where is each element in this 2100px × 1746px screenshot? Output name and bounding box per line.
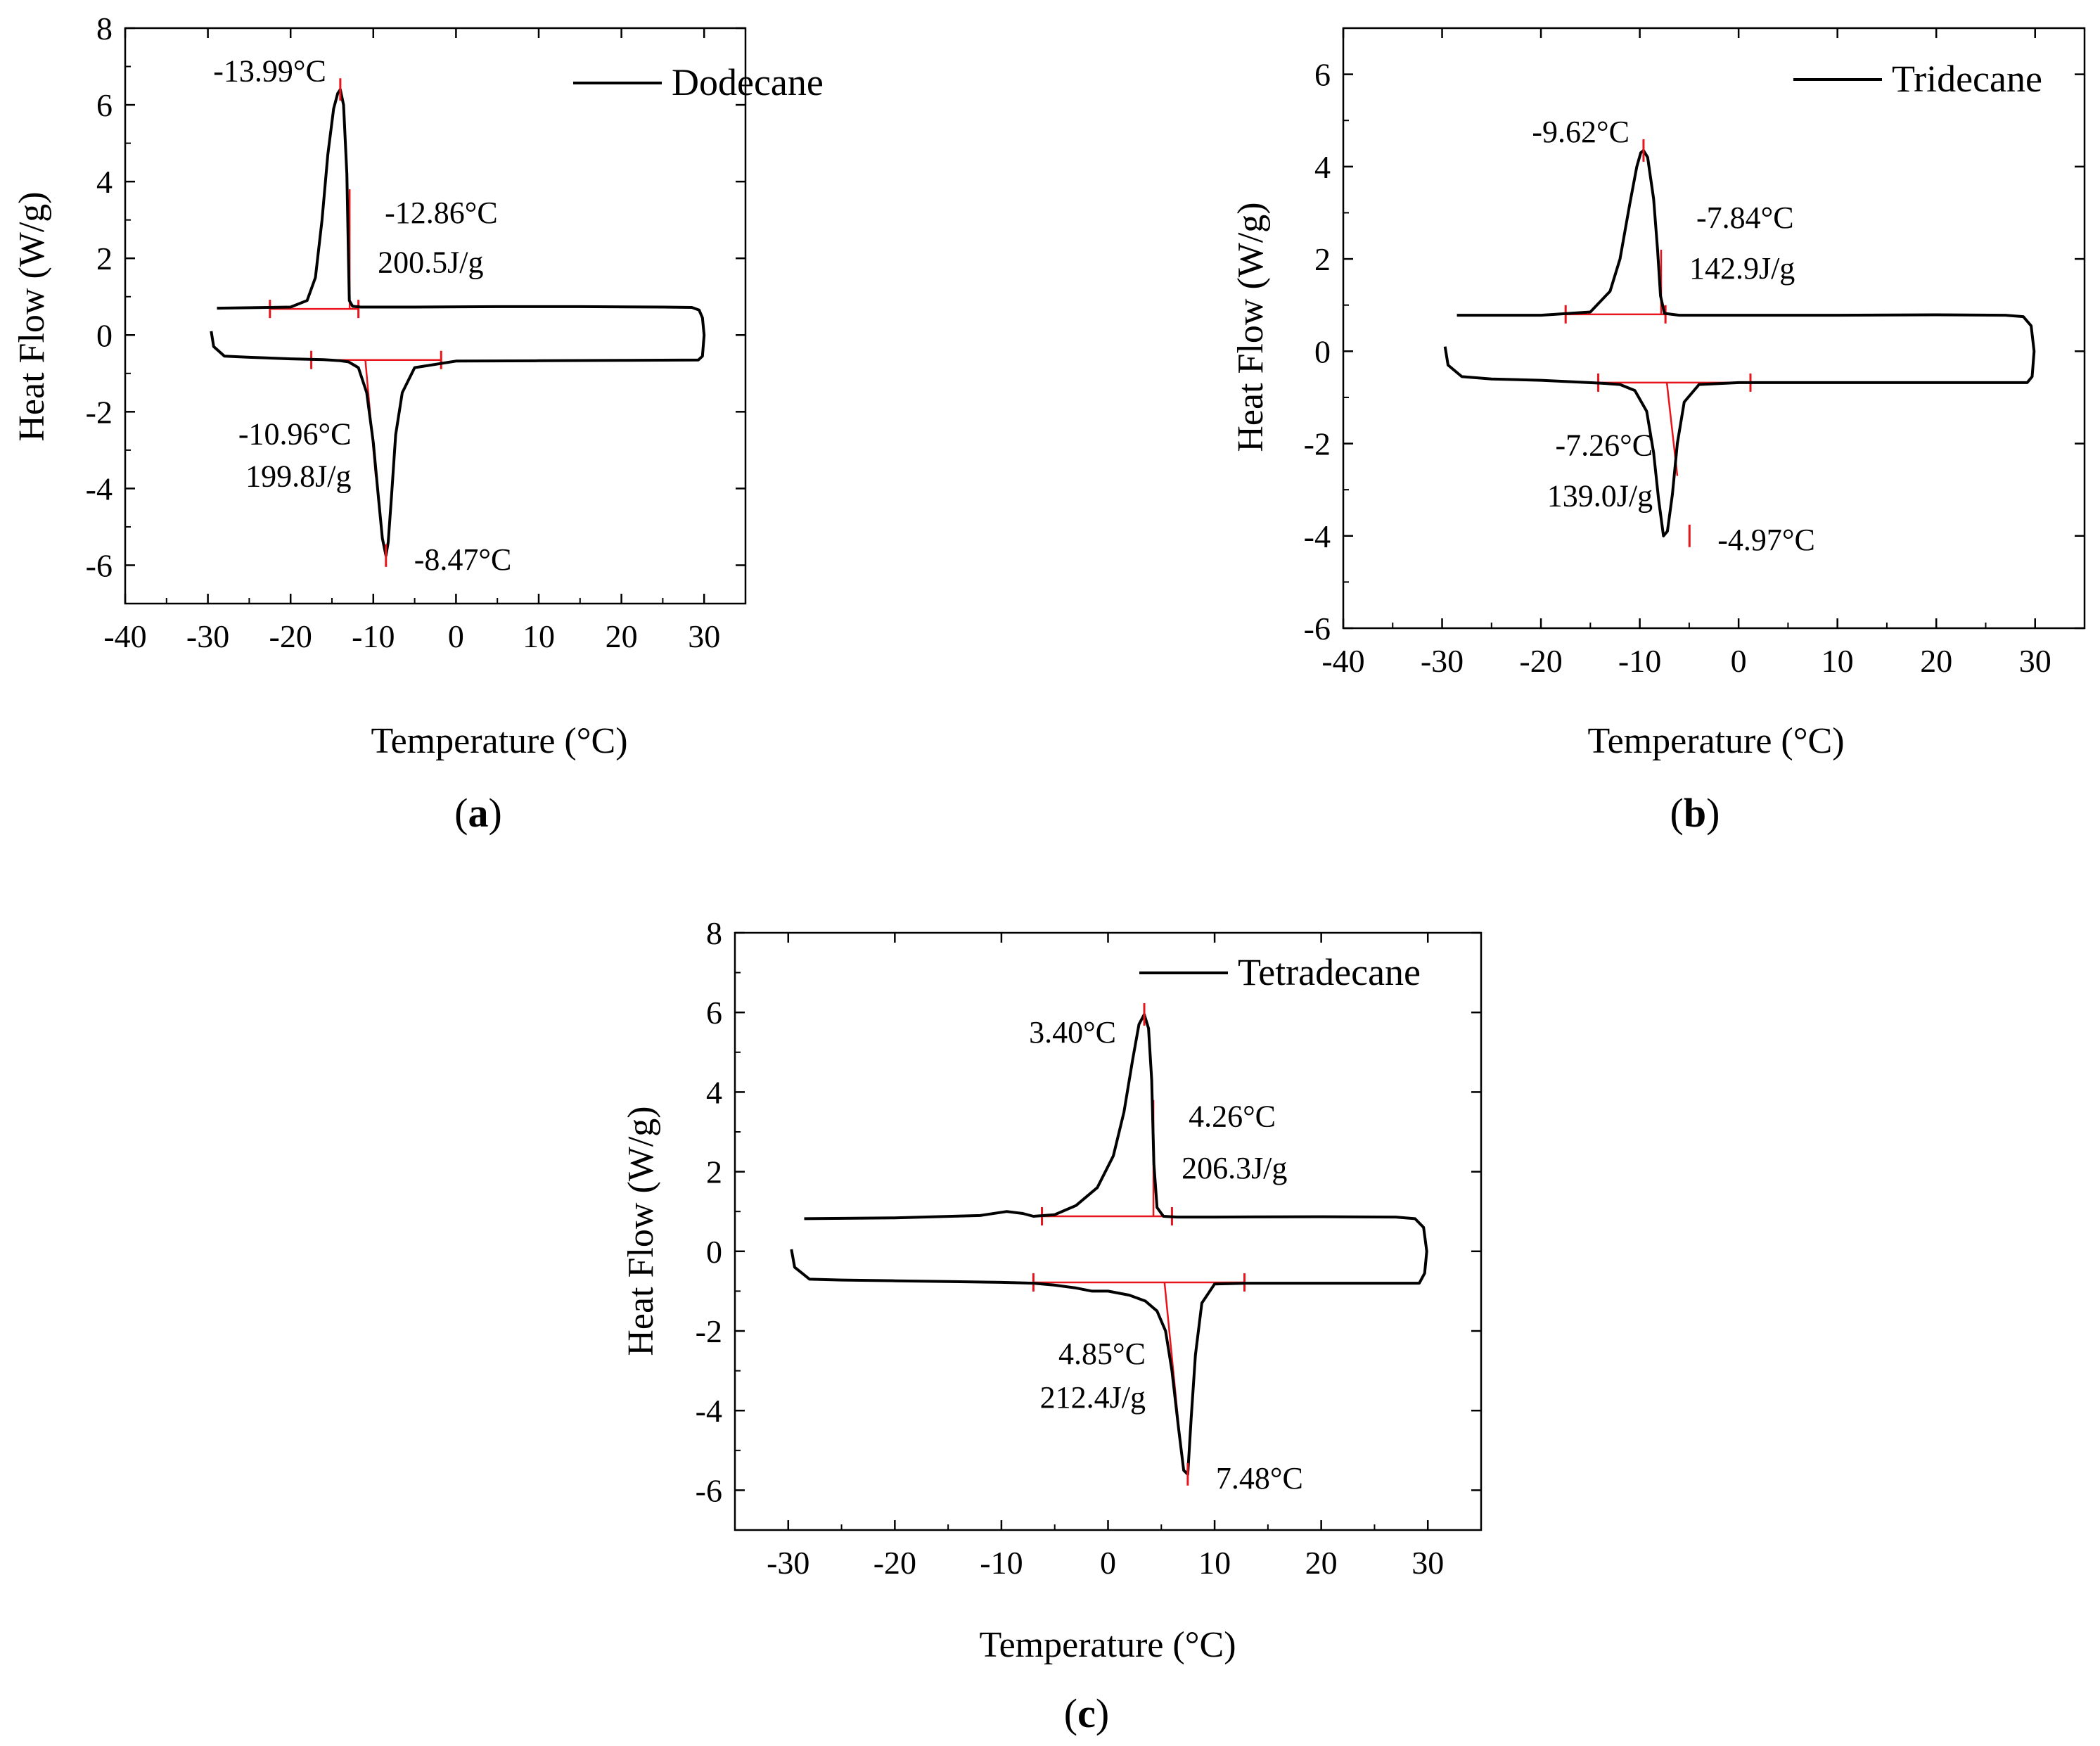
series-line-c-0: [790, 1013, 1428, 1476]
y-tick-label-b-1: -4: [1304, 518, 1331, 554]
annotation-a-4: 199.8J/g: [245, 459, 351, 494]
annotation-b-5: -4.97°C: [1717, 523, 1815, 557]
y-tick-label-a-3: 0: [96, 317, 113, 353]
annotation-b-1: -7.84°C: [1696, 200, 1794, 235]
y-tick-label-a-4: 2: [96, 241, 113, 276]
y-tick-label-b-3: 0: [1314, 333, 1331, 369]
panel-a: Temperature (°C) Heat Flow (W/g) (a) Dod…: [12, 11, 824, 836]
legend-label-dodecane: Dodecane: [672, 61, 824, 103]
legend-label-tetradecane: Tetradecane: [1238, 951, 1421, 993]
y-axis-title-b: Heat Flow (W/g): [1231, 202, 1271, 452]
plot-frame-b: [1342, 27, 2086, 630]
x-axis-title-a: Temperature (°C): [371, 721, 627, 761]
annotation-b-2: 142.9J/g: [1689, 251, 1795, 286]
x-tick-label-b-5: 10: [1822, 643, 1854, 679]
annotation-a-0: -13.99°C: [213, 53, 326, 88]
x-tick-label-a-4: 0: [448, 618, 464, 654]
panel-label-b: (b): [1670, 790, 1720, 836]
annotation-a-5: -8.47°C: [414, 542, 512, 577]
y-tick-label-b-0: -6: [1304, 611, 1331, 646]
plot-frame-a: [124, 27, 747, 605]
x-tick-label-b-0: -40: [1321, 643, 1364, 679]
x-tick-label-a-0: -40: [103, 618, 146, 654]
y-tick-label-c-5: 4: [706, 1074, 722, 1110]
x-tick-label-c-5: 20: [1305, 1545, 1338, 1581]
y-tick-label-b-5: 4: [1314, 149, 1331, 185]
y-tick-label-a-7: 8: [96, 11, 113, 46]
x-tick-label-a-2: -20: [269, 618, 312, 654]
annotation-a-1: -12.86°C: [385, 196, 498, 230]
x-tick-label-c-6: 30: [1411, 1545, 1444, 1581]
annotation-c-0: 3.40°C: [1029, 1015, 1116, 1050]
x-tick-label-c-2: -10: [980, 1545, 1023, 1581]
x-tick-label-b-1: -30: [1421, 643, 1464, 679]
panel-c: Temperature (°C) Heat Flow (W/g) (c) Tet…: [621, 915, 1483, 1736]
y-axis-title-c: Heat Flow (W/g): [621, 1106, 661, 1356]
legend-label-tridecane: Tridecane: [1892, 58, 2042, 100]
y-tick-label-c-0: -6: [696, 1472, 722, 1508]
x-tick-label-c-1: -20: [873, 1545, 916, 1581]
y-tick-label-c-3: 0: [706, 1234, 722, 1270]
x-tick-label-b-2: -20: [1519, 643, 1562, 679]
x-tick-label-b-7: 30: [2019, 643, 2051, 679]
x-tick-label-b-6: 20: [1920, 643, 1952, 679]
y-tick-label-a-1: -4: [86, 471, 113, 506]
y-tick-label-a-0: -6: [86, 547, 113, 583]
x-tick-label-b-3: -10: [1618, 643, 1661, 679]
x-tick-label-c-4: 10: [1198, 1545, 1231, 1581]
panel-letter-b: b: [1684, 790, 1706, 836]
panel-letter-c: c: [1077, 1690, 1096, 1736]
x-tick-label-a-6: 20: [606, 618, 638, 654]
y-tick-label-a-5: 4: [96, 164, 113, 200]
x-tick-label-a-1: -30: [186, 618, 229, 654]
series-line-b-0: [1443, 148, 2036, 537]
y-axis-title-a: Heat Flow (W/g): [12, 191, 52, 441]
x-tick-label-c-0: -30: [767, 1545, 809, 1581]
annotation-c-4: 212.4J/g: [1040, 1380, 1146, 1415]
annotation-b-0: -9.62°C: [1532, 115, 1630, 149]
y-tick-label-b-2: -2: [1304, 426, 1331, 462]
y-tick-label-a-6: 6: [96, 87, 113, 123]
annotation-c-3: 4.85°C: [1058, 1337, 1146, 1371]
y-tick-label-c-2: -2: [696, 1313, 722, 1349]
annotation-b-4: 139.0J/g: [1547, 479, 1653, 514]
panel-label-c: (c): [1064, 1690, 1109, 1736]
annotation-c-5: 7.48°C: [1216, 1461, 1303, 1496]
x-tick-label-a-3: -10: [352, 618, 395, 654]
panel-letter-a: a: [468, 790, 489, 836]
y-tick-label-c-6: 6: [706, 995, 722, 1031]
panel-label-a: (a): [454, 790, 502, 836]
annotation-c-2: 206.3J/g: [1182, 1151, 1287, 1185]
y-tick-label-b-4: 2: [1314, 241, 1331, 277]
y-tick-label-c-4: 2: [706, 1154, 722, 1190]
x-tick-label-c-3: 0: [1100, 1545, 1116, 1581]
x-tick-label-a-5: 10: [523, 618, 555, 654]
annotation-a-2: 200.5J/g: [378, 246, 483, 280]
y-tick-label-c-1: -4: [696, 1393, 722, 1429]
y-tick-label-a-2: -2: [86, 394, 113, 430]
x-axis-title-c: Temperature (°C): [979, 1625, 1236, 1665]
annotation-a-3: -10.96°C: [238, 417, 352, 452]
x-axis-title-b: Temperature (°C): [1587, 721, 1844, 761]
x-tick-label-b-4: 0: [1731, 643, 1747, 679]
y-tick-label-b-6: 6: [1314, 57, 1331, 93]
x-tick-label-a-7: 30: [688, 618, 720, 654]
annotation-c-1: 4.26°C: [1189, 1099, 1276, 1133]
panel-b: Temperature (°C) Heat Flow (W/g) (b) Tri…: [1231, 27, 2086, 836]
annotation-b-3: -7.26°C: [1555, 428, 1653, 462]
y-tick-label-c-7: 8: [706, 915, 722, 951]
